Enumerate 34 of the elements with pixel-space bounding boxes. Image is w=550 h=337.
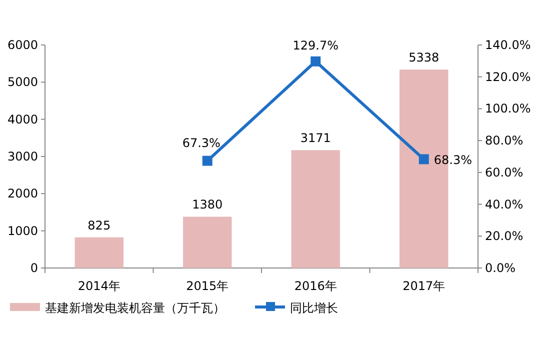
x-tick-label: 2017年 xyxy=(402,279,446,293)
x-tick-label: 2016年 xyxy=(294,279,337,293)
y-tick-label: 1000 xyxy=(7,224,38,238)
y2-tick-label: 60.0% xyxy=(485,165,524,180)
y2-tick-label: 20.0% xyxy=(485,229,524,244)
y2-tick-label: 80.0% xyxy=(485,134,524,148)
bar xyxy=(183,216,232,268)
y-tick-label: 5000 xyxy=(7,75,38,90)
y-tick-label: 6000 xyxy=(7,38,38,52)
point xyxy=(202,156,212,166)
y-tick-label: 0 xyxy=(30,261,38,275)
y-tick-label: 2000 xyxy=(7,186,38,201)
y2-tick-label: 100.0% xyxy=(485,102,531,116)
y2-tick-label: 0.0% xyxy=(485,261,516,275)
y-tick-label: 3000 xyxy=(7,150,38,164)
point xyxy=(310,56,321,66)
bar xyxy=(74,237,124,268)
y2-tick-label: 40.0% xyxy=(485,197,524,212)
x-tick-label: 2014年 xyxy=(78,279,120,293)
y2-tick-label: 120.0% xyxy=(485,70,531,84)
legend-label: 同比增长 xyxy=(290,301,338,315)
legend-label: 基建新增发电装机容量（万千瓦） xyxy=(45,301,225,315)
data-label: 68.3% xyxy=(434,153,472,168)
x-tick-label: 2015年 xyxy=(186,279,229,293)
y-tick-label: 4000 xyxy=(7,112,38,126)
data-label: 825 xyxy=(88,218,111,232)
bar xyxy=(291,150,340,268)
data-label: 129.7% xyxy=(292,38,339,52)
data-label: 3171 xyxy=(300,131,331,146)
point xyxy=(418,154,429,164)
y2-tick-label: 140.0% xyxy=(485,38,531,52)
data-label: 1380 xyxy=(192,198,223,212)
data-label: 5338 xyxy=(408,50,440,65)
data-label: 67.3% xyxy=(182,136,220,150)
